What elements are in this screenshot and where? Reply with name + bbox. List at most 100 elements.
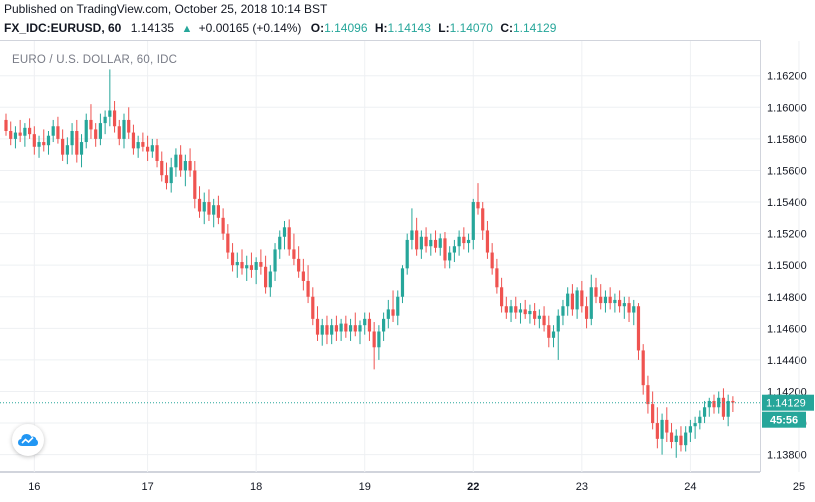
price-tick-label: 1.14400 [767, 355, 807, 367]
candle-body [264, 266, 268, 288]
candle-body [230, 252, 235, 266]
candle-body [353, 325, 357, 332]
candle-body [726, 400, 730, 417]
candle-body [235, 262, 239, 266]
candle-body [523, 309, 527, 315]
candle-body [721, 397, 726, 417]
candle-body [23, 127, 27, 136]
price-tick-label: 1.14800 [767, 292, 807, 304]
candle-body [51, 126, 55, 136]
candle-body [4, 119, 8, 131]
candle-body [155, 145, 159, 161]
candle-body [514, 306, 518, 313]
candle-body [679, 435, 683, 446]
candle-body [622, 303, 626, 307]
time-scale[interactable] [0, 472, 760, 502]
candle-body [202, 202, 206, 212]
candle-body [537, 315, 541, 319]
time-tick-label: 25 [793, 481, 805, 493]
candle-body [693, 423, 697, 427]
candle-body [646, 385, 650, 405]
candle-body [603, 296, 608, 304]
candle-body [325, 325, 329, 335]
last-price: 1.14135 [130, 21, 175, 35]
candle-body [197, 198, 202, 212]
candle-body [339, 323, 343, 332]
candle-body [249, 265, 254, 270]
close-label: C: [500, 21, 513, 35]
chart-pane[interactable] [0, 40, 760, 472]
tradingview-logo-button[interactable] [12, 424, 44, 456]
candle-body [533, 310, 537, 319]
candle-body [79, 142, 84, 155]
candle-body [320, 325, 324, 335]
published-caption: Published on TradingView.com, October 25… [4, 2, 328, 16]
candle-body [56, 126, 60, 139]
candle-body [226, 233, 230, 253]
candle-body [731, 400, 735, 403]
candle-body [216, 205, 220, 218]
candle-body [641, 350, 645, 386]
candle-body [594, 287, 598, 297]
candle-body [330, 325, 334, 335]
candle-body [221, 217, 225, 234]
candle-body [636, 306, 641, 351]
candle-body [495, 268, 499, 288]
candle-body [561, 306, 565, 316]
candle-body [297, 258, 301, 272]
candle-body [268, 271, 272, 288]
candle-body [660, 419, 664, 439]
candle-body [240, 262, 244, 269]
candle-body [103, 116, 107, 124]
candle-body [42, 142, 46, 146]
candle-body [278, 236, 282, 250]
price-tick-label: 1.13800 [767, 450, 807, 462]
candle-body [150, 145, 154, 152]
change-value: +0.00165 (+0.14%) [198, 21, 302, 35]
candle-body [117, 126, 121, 139]
candle-body [13, 132, 18, 139]
candle-body [84, 119, 88, 143]
candle-body [259, 262, 263, 267]
candle-body [476, 202, 480, 209]
price-tick-label: 1.15400 [767, 197, 807, 209]
up-triangle-icon: ▲ [181, 23, 193, 35]
candle-body [551, 331, 556, 338]
candle-body [367, 318, 372, 332]
countdown-tag [762, 411, 806, 428]
candle-body [169, 167, 173, 184]
candle-body [655, 423, 659, 439]
candle-body [131, 132, 136, 149]
candle-body [429, 239, 433, 247]
candle-body [174, 154, 178, 168]
low-label: L: [438, 21, 450, 35]
candle-body [136, 142, 140, 149]
candle-body [391, 309, 395, 316]
candle-body [287, 227, 291, 250]
candle-body [212, 205, 216, 215]
candle-body [386, 309, 390, 319]
candle-body [500, 287, 504, 307]
time-tick-label: 17 [141, 481, 153, 493]
candle-body [179, 154, 183, 171]
current-price-tag [762, 394, 814, 411]
candle-body [669, 432, 674, 443]
candle-body [433, 239, 438, 248]
candle-body [37, 142, 41, 147]
price-tick-label: 1.15200 [767, 229, 807, 241]
candle-body [65, 145, 69, 155]
price-tick-label: 1.15600 [767, 165, 807, 177]
price-scale[interactable] [760, 40, 815, 472]
tradingview-cloud-icon [18, 434, 38, 446]
chart-symbol-label: EURO / U.S. DOLLAR, 60, IDC [12, 54, 178, 66]
candle-body [207, 202, 211, 215]
candle-body [566, 293, 570, 307]
candle-body [400, 268, 405, 297]
candle-body [618, 299, 622, 307]
candle-body [599, 296, 603, 304]
candle-body [377, 331, 381, 348]
candle-body [61, 138, 65, 155]
candle-body [46, 135, 51, 146]
time-tick-label: 18 [250, 481, 262, 493]
candle-body [311, 296, 315, 319]
